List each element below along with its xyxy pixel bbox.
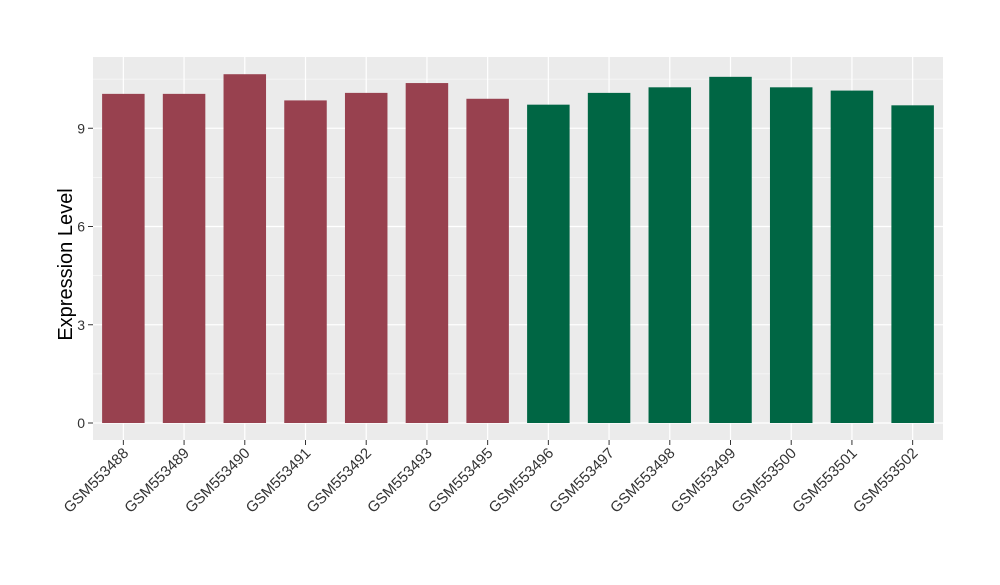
x-axis: GSM553488GSM553489GSM553490GSM553491GSM5… bbox=[61, 440, 922, 517]
y-axis-label: Expression Level bbox=[55, 188, 77, 340]
bar-GSM553501 bbox=[830, 90, 874, 424]
y-tick-label: 6 bbox=[77, 219, 85, 235]
bar-GSM553502 bbox=[891, 105, 934, 423]
plot-panel bbox=[93, 57, 943, 440]
bar-GSM553498 bbox=[648, 87, 692, 423]
bar-GSM553491 bbox=[284, 100, 327, 423]
bar-GSM553496 bbox=[527, 104, 570, 424]
bar-GSM553495 bbox=[466, 98, 509, 424]
x-tick-label: GSM553502 bbox=[850, 445, 922, 517]
y-tick-label: 3 bbox=[77, 317, 85, 333]
bar-GSM553490 bbox=[223, 74, 267, 424]
bar-GSM553489 bbox=[162, 93, 206, 424]
bar-GSM553488 bbox=[102, 93, 145, 424]
bar-GSM553492 bbox=[344, 92, 388, 423]
bar-GSM553497 bbox=[587, 92, 631, 423]
bars-group bbox=[102, 74, 934, 424]
bar-GSM553493 bbox=[405, 83, 449, 424]
y-tick-label: 0 bbox=[77, 415, 85, 431]
y-tick-label: 9 bbox=[77, 120, 85, 136]
bar-GSM553499 bbox=[709, 76, 752, 424]
y-axis: 0 3 6 9 bbox=[77, 120, 93, 431]
bar-GSM553500 bbox=[769, 87, 813, 423]
